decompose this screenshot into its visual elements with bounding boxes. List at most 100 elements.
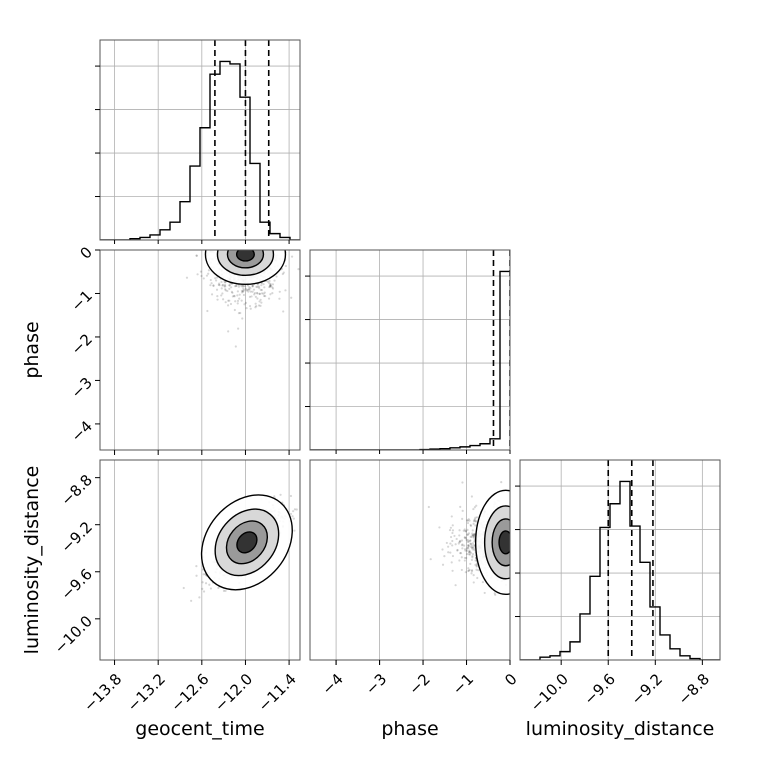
ytick-label-luminosity_distance: −9.2 <box>58 518 96 556</box>
scatter-point <box>248 295 252 298</box>
scatter-point <box>467 569 470 573</box>
scatter-point <box>472 520 476 523</box>
scatter-point <box>463 528 466 531</box>
scatter-point <box>481 580 484 584</box>
scatter-point <box>451 531 454 535</box>
scatter-point <box>293 508 297 511</box>
scatter-point <box>282 310 285 313</box>
panel-border <box>99 459 301 661</box>
scatter-point <box>231 291 234 294</box>
panel-geocent_time-luminosity_distance <box>99 459 301 661</box>
scatter-point <box>258 287 261 290</box>
scatter-point <box>262 283 265 286</box>
scatter-point <box>216 294 219 298</box>
panel-border <box>309 459 511 661</box>
scatter-point <box>256 297 259 300</box>
scatter-point <box>470 570 474 573</box>
scatter-point <box>252 288 256 291</box>
scatter-point <box>473 519 476 522</box>
scatter-point <box>297 267 300 271</box>
scatter-point <box>458 540 461 544</box>
scatter-point <box>269 284 272 288</box>
ylabel-luminosity-distance: luminosity_distance <box>21 466 43 655</box>
scatter-point <box>212 284 215 287</box>
scatter-point <box>230 290 233 293</box>
xtick-label-phase: −2 <box>405 670 433 698</box>
scatter-point <box>236 294 239 297</box>
scatter-point <box>453 534 456 538</box>
panel-border <box>99 249 301 451</box>
panel-phase-luminosity_distance <box>309 459 511 661</box>
scatter-point <box>226 304 230 307</box>
scatter-point <box>216 298 219 301</box>
scatter-point <box>258 292 261 295</box>
scatter-point <box>251 285 254 288</box>
ytick-label-phase: −2 <box>68 330 96 358</box>
scatter-point <box>273 495 276 498</box>
scatter-point <box>471 546 474 549</box>
scatter-point <box>234 300 237 303</box>
scatter-point <box>500 481 503 484</box>
scatter-point <box>471 534 474 537</box>
scatter-point <box>284 289 287 292</box>
scatter-point <box>257 285 261 288</box>
panel-border <box>519 459 721 661</box>
scatter-point <box>258 292 261 295</box>
xtick-label-luminosity_distance: −8.8 <box>675 670 713 708</box>
scatter-point <box>248 304 252 308</box>
scatter-point <box>470 546 473 549</box>
scatter-point <box>220 287 223 290</box>
contour-level-3 <box>498 530 510 555</box>
scatter-point <box>238 293 241 296</box>
scatter-point <box>474 516 477 519</box>
scatter-point <box>466 540 469 543</box>
scatter-point <box>271 292 274 295</box>
scatter-point <box>223 283 227 287</box>
scatter-point <box>234 284 238 288</box>
scatter-point <box>468 568 471 572</box>
scatter-point <box>217 283 220 286</box>
xlabel-luminosity-distance: luminosity_distance <box>526 718 715 740</box>
scatter-point <box>472 581 475 584</box>
scatter-point <box>470 535 473 539</box>
scatter-point <box>205 274 209 277</box>
scatter-point <box>470 558 474 562</box>
scatter-point <box>247 290 250 293</box>
scatter-point <box>222 298 225 301</box>
scatter-point <box>467 544 470 547</box>
scatter-point <box>263 294 266 298</box>
scatter-point <box>474 519 477 523</box>
scatter-point <box>467 569 470 572</box>
scatter-point <box>475 516 479 519</box>
scatter-point <box>451 529 455 532</box>
scatter-point <box>201 587 204 590</box>
scatter-point <box>271 286 274 289</box>
scatter-point <box>209 587 213 590</box>
scatter-point <box>242 290 245 293</box>
scatter-point <box>226 289 229 293</box>
scatter-point <box>467 551 471 554</box>
scatter-point <box>458 539 462 542</box>
scatter-point <box>224 289 227 292</box>
scatter-point <box>473 518 476 521</box>
scatter-point <box>260 284 263 287</box>
scatter-point <box>447 545 450 548</box>
contour-level-3 <box>236 531 258 554</box>
xtick-label-geocent_time: −11.4 <box>255 670 300 715</box>
panel-luminosity_distance-luminosity_distance <box>519 459 721 661</box>
scatter-point <box>249 287 252 290</box>
scatter-point <box>470 569 474 572</box>
scatter-point <box>474 524 477 527</box>
scatter-point <box>267 297 271 300</box>
scatter-point <box>216 276 219 279</box>
scatter-point <box>201 581 204 584</box>
scatter-point <box>473 533 476 536</box>
scatter-point <box>227 330 230 333</box>
scatter-point <box>471 532 474 535</box>
scatter-point <box>469 542 472 546</box>
scatter-point <box>268 279 271 283</box>
scatter-point <box>473 506 476 509</box>
scatter-point <box>472 533 476 536</box>
scatter-point <box>459 552 462 555</box>
scatter-point <box>233 308 236 312</box>
